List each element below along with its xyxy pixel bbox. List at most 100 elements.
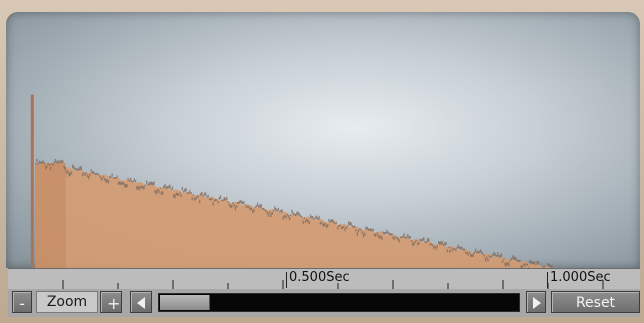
waveform-edge-mark (107, 180, 110, 184)
waveform-edge-mark (169, 184, 171, 189)
scroll-right-button[interactable] (526, 291, 546, 313)
waveform-edge-mark (446, 249, 448, 253)
waveform-edge-mark (389, 233, 392, 236)
zoom-out-button[interactable]: - (12, 291, 32, 313)
waveform-edge-mark (490, 255, 493, 258)
waveform-edge-mark (109, 175, 111, 178)
waveform-edge-mark (301, 216, 303, 218)
waveform-edge-mark (45, 166, 47, 170)
waveform-edge-mark (286, 213, 288, 216)
waveform-edge-mark (337, 226, 339, 230)
right-arrow-icon (533, 297, 541, 309)
waveform-edge-mark (58, 161, 60, 164)
waveform-edge-mark (222, 199, 224, 202)
waveform-edge-mark (332, 219, 334, 223)
waveform-edge-mark (176, 193, 179, 196)
waveform-edge-mark (415, 240, 418, 242)
waveform-edge-mark (295, 214, 297, 216)
waveform-edge-mark (125, 184, 127, 188)
waveform-edge-mark (287, 215, 289, 218)
waveform-edge-mark (231, 204, 233, 208)
waveform-edge-mark (330, 219, 333, 223)
time-label-mid: 0.500Sec (286, 270, 350, 288)
waveform-edge-mark (377, 234, 379, 238)
waveform-edge-mark (524, 264, 526, 267)
waveform-edge-mark (460, 246, 462, 250)
waveform-edge-mark (293, 213, 296, 216)
waveform-edge-mark (369, 229, 371, 231)
waveform-edge-mark (440, 241, 442, 245)
waveform-edge-mark (81, 173, 84, 177)
waveform-edge-mark (401, 236, 403, 239)
waveform-edge-mark (417, 242, 419, 246)
waveform-edge-mark (333, 220, 335, 224)
waveform-edge-mark (84, 173, 86, 176)
waveform-edge-mark (436, 245, 438, 248)
waveform-edge-mark (75, 167, 78, 171)
scrollbar-thumb[interactable] (160, 295, 210, 310)
waveform-edge-mark (244, 204, 246, 206)
waveform-edge-mark (530, 260, 532, 264)
waveform-edge-mark (163, 185, 165, 189)
waveform-edge-mark (41, 161, 43, 164)
waveform-edge-mark (447, 246, 450, 249)
waveform-edge-mark (380, 235, 382, 239)
waveform-edge-mark (548, 263, 551, 267)
waveform-edge-mark (537, 261, 540, 265)
waveform-edge-mark (511, 255, 514, 259)
waveform-edge-mark (72, 164, 74, 169)
time-ruler-ticks (62, 280, 604, 289)
waveform-edge-mark (263, 208, 265, 210)
scroll-left-button[interactable] (130, 291, 152, 313)
waveform-edge-mark (133, 178, 135, 182)
waveform-edge-mark (203, 192, 206, 196)
waveform-edge-mark (243, 201, 245, 205)
time-ruler: 0.500Sec 1.000Sec (8, 268, 640, 290)
waveform-edge-mark (191, 197, 193, 201)
waveform-edge-mark (362, 233, 365, 238)
waveform-edge-mark (195, 197, 197, 200)
waveform-edge-mark (200, 192, 202, 196)
waveform-edge-mark (256, 202, 259, 207)
timeline-scrollbar[interactable] (158, 293, 520, 312)
waveform-edge-mark (356, 232, 358, 236)
waveform-edge-mark (334, 222, 336, 225)
waveform-edge-mark (274, 206, 276, 210)
waveform-edge-mark (94, 172, 96, 175)
waveform-edge-mark (290, 214, 292, 217)
waveform-edge-mark (51, 163, 53, 165)
waveform-edge-mark (393, 237, 395, 240)
waveform-edge-mark (180, 194, 182, 197)
waveform-edge-mark (85, 172, 87, 174)
waveform-edge-mark (508, 262, 510, 267)
waveform-edge-mark (117, 181, 119, 185)
waveform-edge-mark (542, 267, 544, 268)
waveform-edge-mark (341, 226, 344, 229)
waveform-edge-mark (481, 251, 483, 254)
waveform-edge-mark (386, 229, 388, 234)
waveform-edge-mark (126, 183, 128, 188)
waveform-edge-mark (328, 218, 330, 222)
waveform-edge-mark (106, 179, 108, 183)
waveform-edge-mark (237, 202, 239, 204)
waveform-edge-mark (535, 264, 537, 266)
waveform-edge-mark (189, 189, 191, 193)
waveform-edge-mark (112, 177, 114, 179)
waveform-edge-mark (351, 225, 353, 228)
waveform-edge-mark (187, 192, 190, 195)
waveform-edge-mark (442, 243, 445, 246)
waveform-edge-mark (56, 161, 58, 164)
waveform-edge-mark (438, 241, 440, 245)
waveform-edge-mark (367, 228, 370, 231)
waveform-edge-mark (223, 197, 225, 201)
zoom-in-button[interactable]: + (100, 291, 122, 313)
waveform-edge-mark (285, 215, 287, 219)
waveform-edge-mark (149, 181, 151, 185)
waveform-edge-mark (486, 256, 488, 260)
reset-button[interactable]: Reset (551, 291, 640, 313)
waveform-edge-mark (376, 232, 378, 235)
waveform-edge-mark (210, 198, 212, 201)
waveform-edge-mark (366, 226, 368, 230)
waveform-edge-mark (173, 194, 175, 198)
waveform-edge-mark (138, 186, 140, 191)
